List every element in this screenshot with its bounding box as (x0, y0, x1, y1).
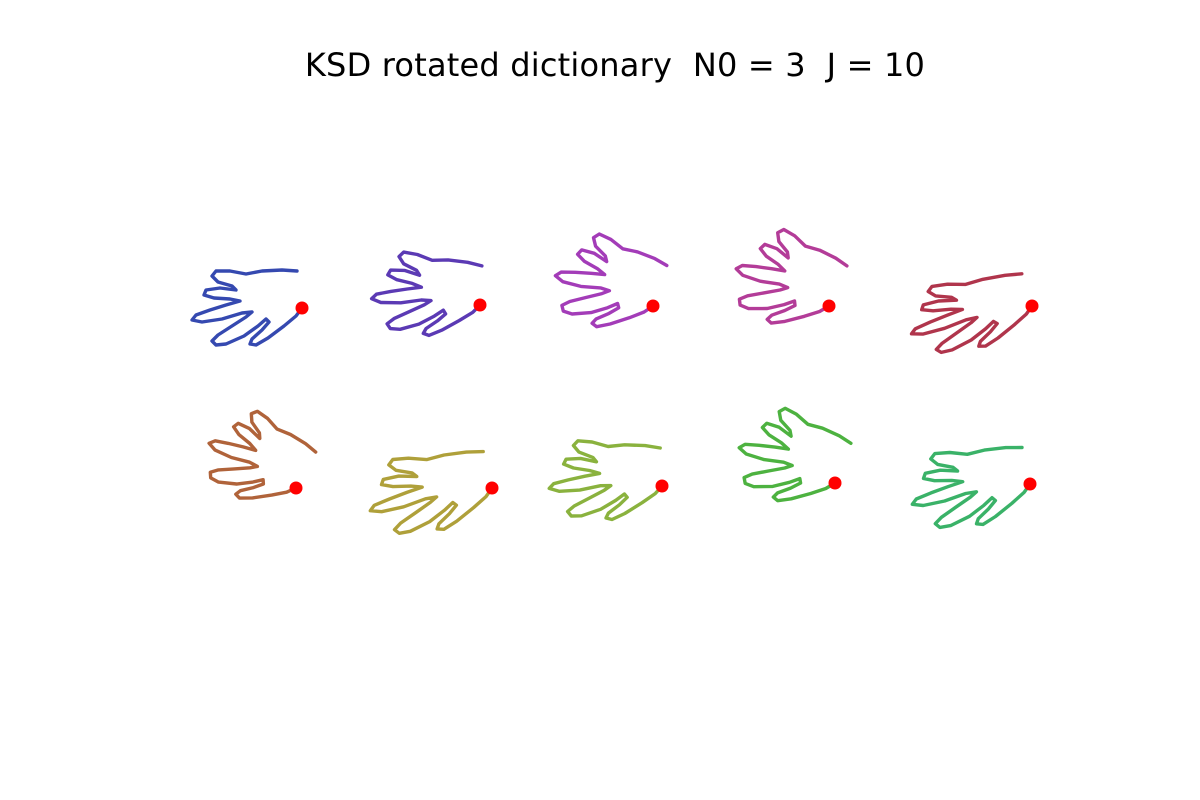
shape-contour (553, 232, 669, 329)
start-point-marker (289, 481, 303, 495)
shape-contour (369, 250, 484, 338)
start-point-marker (646, 299, 660, 313)
start-point-marker (822, 299, 836, 313)
shape-1 (190, 268, 309, 347)
shape-3 (553, 232, 669, 329)
start-point-marker (655, 479, 669, 493)
shape-2 (369, 250, 487, 338)
shape-4 (734, 227, 849, 325)
shape-10 (910, 445, 1037, 530)
shape-contour (207, 409, 318, 500)
shape-contour (734, 227, 849, 325)
start-point-marker (473, 298, 487, 312)
shape-7 (368, 449, 499, 535)
start-point-marker (485, 481, 499, 495)
shape-6 (207, 409, 318, 500)
shape-8 (547, 439, 669, 522)
shape-contour (910, 445, 1032, 530)
shape-contour (547, 439, 664, 522)
figure-title: KSD rotated dictionary N0 = 3 J = 10 (304, 46, 926, 84)
shape-9 (737, 406, 853, 503)
shape-contour (909, 272, 1034, 355)
shape-contour (190, 268, 304, 347)
start-point-marker (828, 476, 842, 490)
shape-5 (909, 272, 1039, 355)
start-point-marker (295, 301, 309, 315)
shape-contour (737, 406, 853, 503)
shape-contour (368, 449, 494, 535)
start-point-marker (1025, 299, 1039, 313)
start-point-marker (1023, 477, 1037, 491)
